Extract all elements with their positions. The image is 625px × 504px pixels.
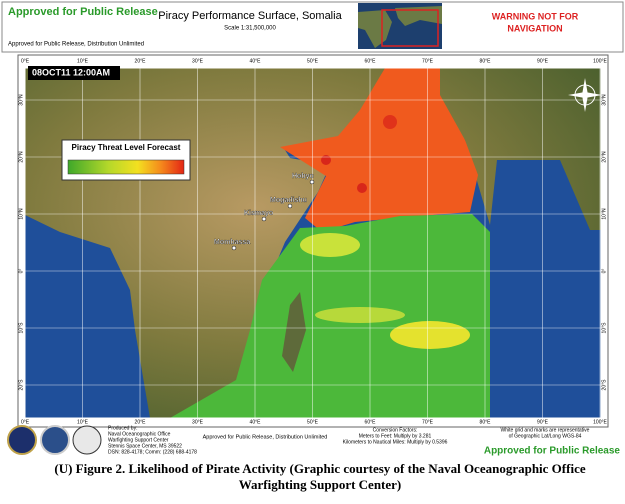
lat-label: 20°N xyxy=(18,151,24,163)
lat-label: 30°N xyxy=(601,94,607,106)
lon-label: 70°E xyxy=(422,58,434,64)
distribution: Approved for Public Release, Distributio… xyxy=(8,42,144,48)
lon-label: 100°E xyxy=(593,419,607,425)
lon-label: 80°E xyxy=(480,419,492,425)
threat-medium xyxy=(315,307,405,323)
place-marker xyxy=(261,216,267,222)
caption: Warfighting Support Center) xyxy=(239,477,402,492)
grid-note: of Geographic Lat/Long WGS-84 xyxy=(509,433,582,439)
lat-label: 20°S xyxy=(601,379,607,391)
inset-land xyxy=(358,6,442,48)
map xyxy=(25,68,601,418)
release-label: Approved for Public Release xyxy=(484,446,621,457)
warning: NAVIGATION xyxy=(507,23,562,33)
lat-label: 10°S xyxy=(601,322,607,334)
legend-ramp xyxy=(67,159,185,175)
producer-line: Warfighting Support Center xyxy=(108,437,169,443)
lon-label: 100°E xyxy=(593,58,607,64)
lat-label: 0° xyxy=(601,269,607,274)
lon-label: 40°E xyxy=(250,58,262,64)
threat-hotspot xyxy=(321,155,331,165)
place-label: Hobyo xyxy=(292,173,314,180)
lon-label: 60°E xyxy=(365,58,377,64)
lon-label: 60°E xyxy=(365,419,377,425)
lon-label: 0°E xyxy=(21,58,30,64)
place-label: Mombassa xyxy=(214,239,250,246)
place-marker xyxy=(231,245,237,251)
lon-label: 90°E xyxy=(537,58,549,64)
release-label: Approved for Public Release xyxy=(8,6,158,18)
header-box xyxy=(1,1,624,53)
lon-label: 0°E xyxy=(21,419,30,425)
caption: (U) Figure 2. Likelihood of Pirate Activ… xyxy=(54,461,585,476)
producer-line: Stennis Space Center, MS 39522 xyxy=(108,443,182,449)
lon-label: 30°E xyxy=(192,419,204,425)
lon-label: 10°E xyxy=(77,58,89,64)
conversion-line: Kilometers to Nautical Miles: Multiply b… xyxy=(343,439,448,445)
lon-label: 50°E xyxy=(307,419,319,425)
title: Piracy Performance Surface, Somalia xyxy=(158,10,342,22)
lat-label: 20°S xyxy=(18,379,24,391)
producer-line: Produced by: xyxy=(108,425,137,431)
threat-high xyxy=(280,68,478,232)
compass xyxy=(568,78,602,112)
conversion-line: Meters to Feet: Multiply by 3.281 xyxy=(359,433,432,439)
lat-label: 10°N xyxy=(601,208,607,220)
lon-label: 80°E xyxy=(480,58,492,64)
lon-label: 10°E xyxy=(77,419,89,425)
timestamp: 08OCT11 12:00AM xyxy=(32,67,110,77)
madagascar xyxy=(282,292,306,372)
lon-label: 20°E xyxy=(135,419,147,425)
lat-label: 10°S xyxy=(18,322,24,334)
lon-label: 30°E xyxy=(192,58,204,64)
place-label: Mogadishu xyxy=(270,197,307,204)
threat-hotspot xyxy=(357,183,367,193)
inset-extent xyxy=(381,9,439,47)
threat-medium xyxy=(300,233,360,257)
scale: Scale 1:31,500,000 xyxy=(224,26,276,32)
threat-hotspot xyxy=(383,115,397,129)
producer-line: Naval Oceanographic Office xyxy=(108,431,171,437)
producer-line: DSN: 828-4178; Comm: (228) 688-4178 xyxy=(108,449,197,455)
place-label: Kismayo xyxy=(244,210,273,217)
distribution: Approved for Public Release, Distributio… xyxy=(203,434,328,440)
threat-medium xyxy=(390,321,470,349)
warning: WARNING NOT FOR xyxy=(492,11,579,21)
timestamp-box xyxy=(28,66,120,80)
place-marker xyxy=(309,179,315,185)
lon-label: 20°E xyxy=(135,58,147,64)
lat-label: 10°N xyxy=(18,208,24,220)
logos xyxy=(7,425,102,455)
legend-title: Piracy Threat Level Forecast xyxy=(72,143,181,152)
map-border xyxy=(24,67,602,419)
lon-label: 70°E xyxy=(422,419,434,425)
lat-label: 30°N xyxy=(18,94,24,106)
lon-label: 40°E xyxy=(250,419,262,425)
lon-label: 50°E xyxy=(307,58,319,64)
lat-label: 0° xyxy=(18,269,24,274)
place-marker xyxy=(287,203,293,209)
lat-label: 20°N xyxy=(601,151,607,163)
lon-label: 90°E xyxy=(537,419,549,425)
grid-note: White grid and marks are representative xyxy=(501,427,590,433)
conversion-line: Conversion Factors: xyxy=(373,427,418,433)
atlantic xyxy=(25,215,150,418)
